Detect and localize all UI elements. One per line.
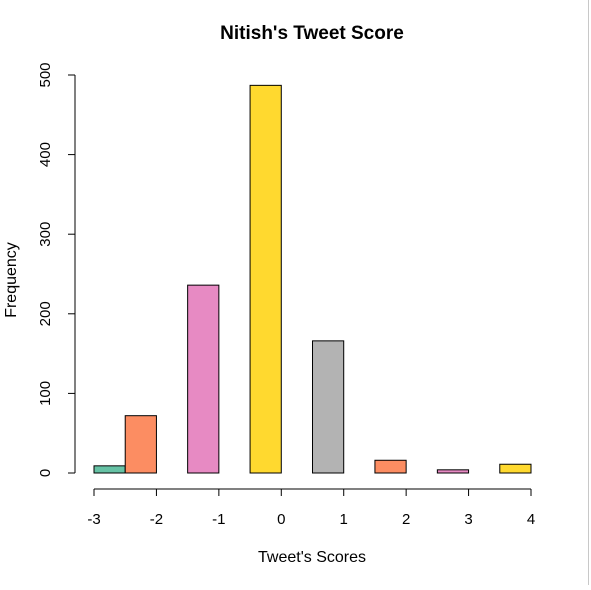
bar-2 [187,284,220,474]
x-tick-label: -1 [212,511,225,528]
y-axis: 0 100 200 300 400 500 [37,62,76,477]
y-axis-label: Frequency [3,242,20,318]
bars-group [93,84,532,474]
bar-1 [124,415,157,474]
bar-6 [436,469,470,474]
x-tick-label: 0 [277,511,285,528]
y-tick-label: 300 [37,222,54,247]
y-tick-label: 400 [37,142,54,167]
x-tick-label: -2 [150,511,163,528]
y-tick-label: 200 [37,301,54,326]
x-tick-label: 2 [402,511,410,528]
window-edge-divider [588,0,589,585]
x-axis: -3 -2 -1 0 1 2 3 4 [87,488,535,528]
x-tick-label: 3 [464,511,472,528]
y-tick-label: 0 [37,469,54,477]
x-tick-label: 4 [527,511,535,528]
bar-5 [374,459,407,474]
bar-7 [499,463,532,474]
bar-0 [93,465,126,474]
x-axis-label: Tweet's Scores [258,549,366,566]
y-tick-label: 500 [37,62,54,87]
bar-4 [312,340,345,474]
chart-title: Nitish's Tweet Score [220,23,404,44]
y-tick-label: 100 [37,381,54,406]
bar-3 [249,84,282,474]
x-tick-label: -3 [87,511,100,528]
x-tick-label: 1 [340,511,348,528]
